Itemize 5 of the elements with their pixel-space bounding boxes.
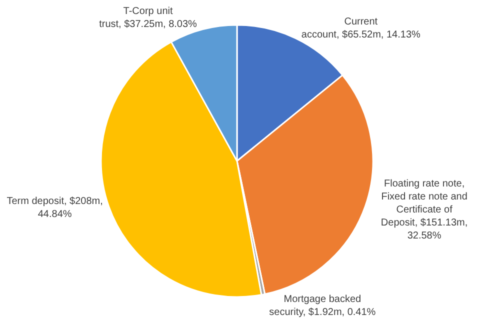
slice-label: T-Corp unit trust, $37.25m, 8.03% bbox=[99, 6, 198, 30]
slice-label: Term deposit, $208m, 44.84% bbox=[6, 196, 103, 220]
slice-label: Mortgage backed security, $1.92m, 0.41% bbox=[269, 294, 376, 318]
slice-label: Current account, $65.52m, 14.13% bbox=[301, 16, 420, 40]
slice-label: Floating rate note, Fixed rate note and Certificate of Deposit, $151.13m, 32.58% bbox=[380, 178, 468, 242]
